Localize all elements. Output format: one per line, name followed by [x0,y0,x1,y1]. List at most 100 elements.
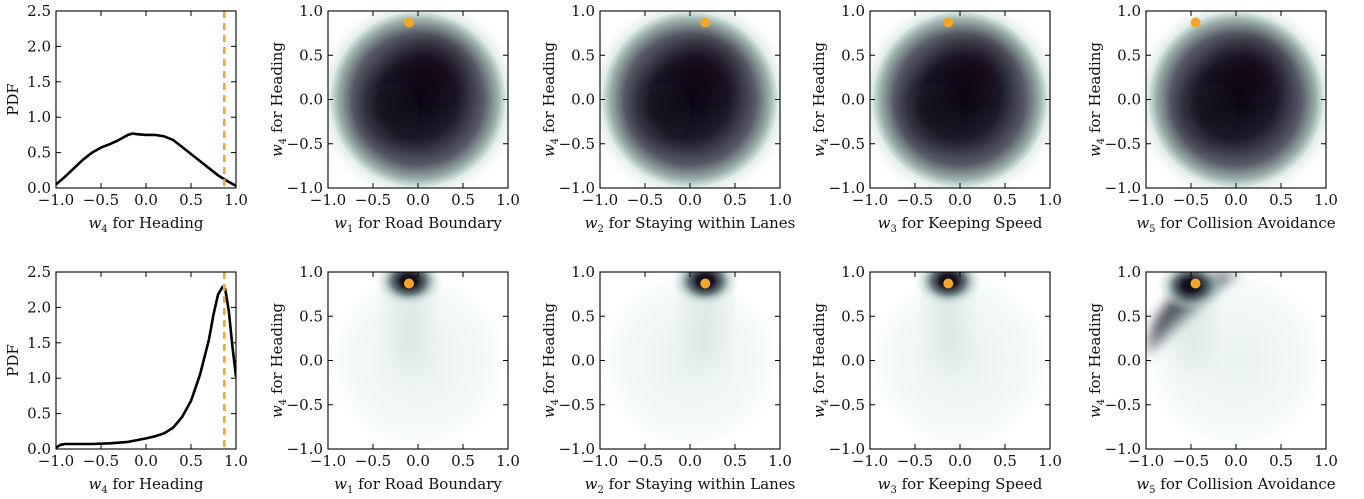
density-haze [601,272,779,449]
density-peak [914,272,983,307]
x-tick-label: −1.0 [38,191,74,209]
y-tick-label: 0.0 [299,91,323,109]
x-axis-label-sub: 1 [347,224,353,235]
x-tick-label: 0.0 [406,191,430,209]
x-tick-label: 0.5 [723,452,747,470]
y-axis-label: w4 for Heading [268,42,289,157]
panel-bottom-w5: w4 for Heading−1.0−0.50.00.51.0−1.0 −0.5 0… [1086,263,1338,496]
panel-bottom-w3: w4 for Heading−1.0−0.50.00.51.0−1.0 −0.5 0… [810,263,1062,496]
x-tick-label: 0.5 [1269,191,1293,209]
x-axis-label-text: for Staying within Lanes [604,214,796,232]
ground-truth-marker [700,17,711,28]
x-tick-label: 1.0 [1314,452,1338,470]
y-axis-label: w4 for Heading [1086,303,1107,418]
x-tick-label: −1.0 [38,452,74,470]
ground-truth-marker [404,278,414,289]
y-axis-label-sub: 4 [550,138,561,144]
density-peak [671,272,740,307]
x-tick-label: 0.0 [1224,452,1248,470]
x-tick-label: 1.0 [768,191,792,209]
y-tick-label: 0.0 [27,440,51,458]
axes-frame [869,10,1051,189]
plot-area [601,272,779,449]
y-tick-label: 1.0 [1117,2,1141,20]
y-tick-label: −0.5 [287,135,323,153]
y-tick-label: 1.0 [841,263,865,281]
x-tick-label: 0.5 [993,452,1017,470]
density-peak [1157,272,1225,312]
y-tick-label: 2.0 [27,298,51,316]
x-axis-label-var: w [334,214,347,232]
density-haze [329,272,507,449]
y-axis-label: w4 for Heading [540,303,561,418]
y-tick-label: −1.0 [287,440,323,458]
x-axis-label-sub: 2 [597,224,603,235]
x-axis-label: w5 for Collision Avoidance [1136,214,1335,235]
y-axis-label-var: w [540,144,558,157]
y-axis-label-text: for Heading [1086,42,1104,138]
x-axis-label-text: for Keeping Speed [897,475,1043,493]
x-tick-label: −1.0 [852,452,888,470]
axes-frame [599,10,781,189]
ground-truth-marker [943,17,954,28]
x-tick-label: 0.5 [723,191,747,209]
y-axis-label-var: w [268,405,286,418]
y-axis-label: w4 for Heading [810,303,831,418]
x-tick-label: −0.5 [83,452,119,470]
x-tick-label: 1.0 [1038,452,1062,470]
y-tick-label: −1.0 [829,440,865,458]
x-axis-label-text: for Staying within Lanes [604,475,796,493]
x-tick-label: 0.0 [678,452,702,470]
y-axis-label-sub: 4 [278,399,289,405]
y-axis-label-text: for Heading [268,42,286,138]
plot-area [56,272,236,449]
ground-truth-marker [1190,278,1201,289]
y-tick-label: −1.0 [829,179,865,197]
x-axis-label: w2 for Staying within Lanes [585,214,796,235]
panel-top-pdf: PDF 0.0 0.5 1.0 1.5 2.0 2.5 −1.0 −0.5 0.0 0.5 1.0 w4… [4,2,248,235]
x-axis-label-text: for Collision Avoidance [1156,475,1336,493]
y-tick-label: 0.5 [299,307,323,325]
x-axis-label-sub: 1 [347,485,353,496]
ground-truth-marker [943,278,954,289]
y-tick-label: 1.0 [1117,263,1141,281]
x-tick-label: −1.0 [582,191,618,209]
x-axis-label-var: w [585,475,598,493]
y-tick-label: −0.5 [1105,135,1141,153]
y-tick-label: −1.0 [1105,179,1141,197]
y-axis-label-var: w [810,405,828,418]
x-tick-label: −0.5 [355,452,391,470]
y-axis-label-text: for Heading [810,42,828,138]
y-tick-label: −0.5 [829,135,865,153]
x-axis-label-var: w [878,214,891,232]
y-axis-label-text: for Heading [810,303,828,399]
x-tick-label: 0.0 [948,452,972,470]
y-tick-label: 0.0 [27,179,51,197]
plot-area [1146,11,1326,188]
x-axis-label-var: w [1136,475,1149,493]
y-axis-label: w4 for Heading [1086,42,1107,157]
x-tick-label: 0.0 [134,191,158,209]
y-tick-label: 0.0 [841,352,865,370]
x-tick-label: −0.5 [1173,452,1209,470]
x-axis-label-sub: 3 [890,224,896,235]
x-tick-label: 0.5 [1269,452,1293,470]
x-axis-label-text: for Road Boundary [353,475,502,493]
panel-top-w1: w4 for Heading−1.0−0.50.00.51.0−1.0 −0.5 0… [268,2,520,235]
panel-top-w3: w4 for Heading−1.0−0.50.00.51.0−1.0 −0.5 0… [810,2,1062,235]
x-tick-label: 1.0 [1038,191,1062,209]
x-axis-label-text: for Road Boundary [353,214,502,232]
density-core [670,43,734,106]
y-tick-label: 1.0 [299,2,323,20]
density-core [940,43,1004,106]
x-axis-label: w2 for Staying within Lanes [585,475,796,496]
x-tick-label: 0.0 [678,191,702,209]
plot-area [871,272,1049,449]
pdf-curve [56,285,236,449]
plot-area [1146,272,1325,449]
panel-top-w2: w4 for Heading−1.0−0.50.00.51.0−1.0 −0.5 0… [540,2,795,235]
x-axis-label-var: w [585,214,598,232]
y-tick-label: 1.5 [27,334,51,352]
plot-area [329,272,507,449]
